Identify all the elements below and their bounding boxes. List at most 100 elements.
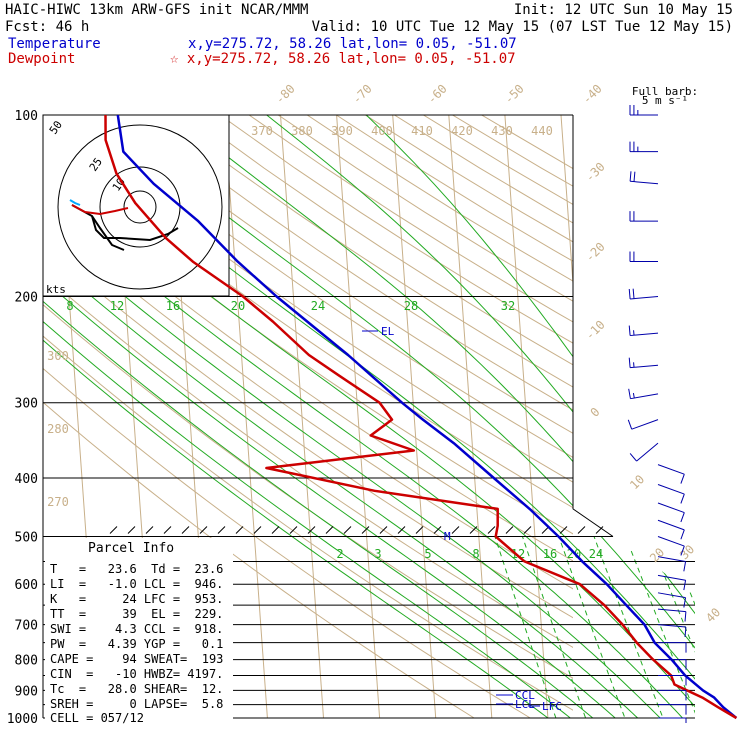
wind-barb: [628, 357, 659, 369]
wind-barb: [629, 171, 659, 185]
wind-barb: [658, 689, 687, 701]
hatch-mark: [253, 526, 262, 534]
parcel-info-row: SREH = 0 LAPSE= 5.8: [50, 697, 223, 711]
pressure-tick-label: 1000: [7, 712, 38, 727]
temperature-legend: Temperature: [8, 36, 101, 52]
mixing-ratio-label: 2: [336, 547, 343, 561]
dry-adiabat-line: [336, 115, 573, 262]
dry-adiabat-line: [161, 115, 573, 388]
parcel-info-row: T = 23.6 Td = 23.6: [50, 562, 223, 576]
hatch-mark: [163, 526, 172, 534]
mixing-ratio-label: 8: [66, 299, 73, 313]
hodograph-ring-label-10: 10: [110, 175, 128, 193]
isotherm-label: -70: [350, 82, 375, 107]
moist-adiabat-line: [173, 115, 573, 463]
mixing-ratio-line: [554, 536, 626, 719]
hodograph-surface-trace: [71, 204, 129, 216]
barb-legend-line1: Full barb:: [632, 85, 698, 98]
moist-adiabat-line: [43, 226, 449, 536]
chart-title: HAIC-HIWC 13km ARW-GFS init NCAR/MMM: [5, 2, 308, 18]
temperature-coords: x,y=275.72, 58.26 lat,lon= 0.05, -51.07: [188, 36, 517, 52]
parcel-info-row: CELL = 057/12: [50, 711, 144, 725]
moist-adiabat-line: [472, 536, 683, 719]
lcl-label: LCL: [515, 698, 535, 711]
moist-adiabat-line: [396, 536, 639, 719]
hatch-mark: [451, 526, 460, 534]
hodograph-low-level: [69, 199, 81, 206]
wind-barb: [628, 288, 659, 300]
parcel-info-title: Parcel Info: [88, 541, 174, 556]
dry-adiabat-line: [43, 188, 573, 562]
wind-barb: [658, 717, 687, 723]
hatch-mark: [379, 526, 388, 534]
parcel-info-row: PW = 4.39 YGP = 0.1: [50, 637, 223, 651]
moist-adiabat-line: [43, 254, 412, 536]
isotherm-label: -20: [583, 240, 608, 265]
theta-label: 430: [491, 124, 513, 138]
mixing-ratio-label: 12: [110, 299, 124, 313]
dry-adiabat-line: [45, 115, 573, 483]
hatch-mark: [235, 526, 244, 534]
hatch-mark: [325, 526, 334, 534]
wind-barb: [628, 388, 659, 400]
hatch-mark: [559, 526, 568, 534]
isotherm-label: -60: [425, 82, 450, 107]
moist-adiabat-line: [43, 278, 378, 536]
hatch-mark: [487, 526, 496, 534]
lfc-label: LFC: [542, 700, 562, 713]
hatch-mark: [361, 526, 370, 534]
moist-adiabat-line: [266, 115, 573, 413]
wind-barb: [629, 211, 658, 222]
moist-adiabat-line: [433, 536, 661, 719]
frame-right: [572, 115, 614, 537]
hatch-mark: [397, 526, 406, 534]
moist-adiabat-line: [331, 536, 594, 719]
theta-label: 370: [251, 124, 273, 138]
wind-barb: [657, 624, 687, 638]
mixing-ratio-label: 24: [589, 547, 603, 561]
parcel-info-row: CIN = -10 HWBZ= 4197.: [50, 667, 223, 681]
m-label: M: [444, 530, 451, 543]
dry-adiabat-line: [132, 115, 573, 411]
parcel-info-row: K = 24 LFC = 953.: [50, 592, 223, 606]
hatch-mark: [415, 526, 424, 534]
dry-adiabat-line: [219, 115, 573, 344]
dry-adiabat-line: [277, 115, 573, 302]
freezing-level-hatch: [109, 526, 604, 534]
potential-temperature-labels: 370 380 390 400 410 420 430 440 300 280 270: [47, 124, 553, 509]
isotherm-label: -40: [580, 82, 605, 107]
ccl-label: CCL: [515, 689, 535, 702]
mixing-ratio-line: [518, 536, 587, 719]
wind-barb: [658, 659, 687, 670]
parcel-info-row: CAPE = 94 SWEAT= 193: [50, 652, 223, 666]
theta-label: 400: [371, 124, 393, 138]
wind-barb: [628, 325, 659, 337]
wind-barbs: [627, 105, 687, 723]
theta-label: 410: [411, 124, 433, 138]
hodograph-ring-50: [57, 124, 223, 290]
hatch-mark: [469, 526, 478, 534]
pressure-tick-label: 300: [15, 397, 38, 412]
pressure-tick-label: 800: [15, 654, 38, 669]
wind-barb: [657, 608, 687, 622]
mixing-ratio-line: [490, 536, 557, 719]
isotherm-line: [673, 115, 716, 718]
forecast-hour: Fcst: 46 h: [5, 19, 89, 35]
moist-adiabat-line: [99, 115, 573, 507]
mixing-ratio-line: [621, 536, 695, 719]
wind-barb: [658, 642, 687, 653]
mixing-ratio-label: 24: [311, 299, 325, 313]
wind-barb: [658, 674, 687, 686]
isotherm-line: [560, 115, 573, 291]
wind-barb: [657, 574, 687, 591]
dry-adiabat-line: [43, 136, 573, 509]
pressure-tick-label: 900: [15, 684, 38, 699]
dry-adiabat-line: [248, 115, 573, 323]
isotherm-line: [448, 115, 493, 719]
dry-adiabat-label: 280: [47, 422, 69, 436]
isotherm-label: 20: [647, 545, 667, 565]
lower-moist-adiabats: [276, 536, 695, 719]
isotherm-label: -30: [583, 160, 608, 185]
mixing-ratio-label: 20: [231, 299, 245, 313]
moist-adiabat-line: [43, 320, 319, 536]
